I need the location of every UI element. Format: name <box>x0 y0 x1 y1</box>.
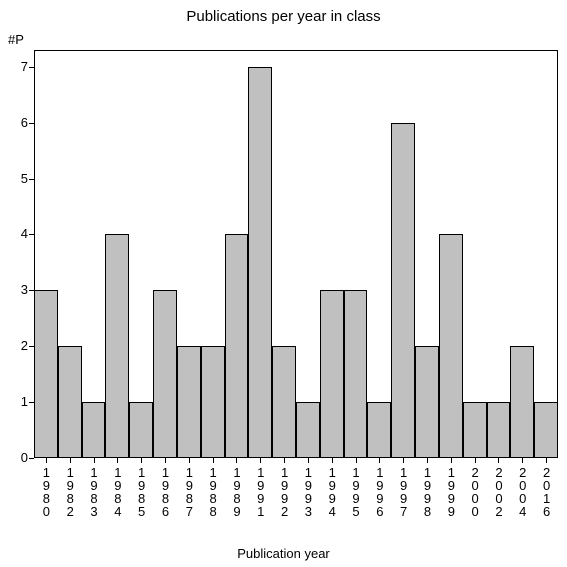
x-tick-mark <box>546 458 547 463</box>
x-tick-mark <box>498 458 499 463</box>
bar <box>367 402 391 458</box>
bar <box>487 402 511 458</box>
y-tick-label: 2 <box>4 338 28 353</box>
x-tick-label: 1999 <box>445 466 458 518</box>
bar <box>58 346 82 458</box>
bar <box>296 402 320 458</box>
y-tick-mark <box>29 290 34 291</box>
y-tick-mark <box>29 402 34 403</box>
x-tick-label: 1986 <box>159 466 172 518</box>
bar <box>129 402 153 458</box>
x-tick-label: 1998 <box>421 466 434 518</box>
y-tick-label: 0 <box>4 450 28 465</box>
x-tick-label: 1996 <box>373 466 386 518</box>
y-tick-mark <box>29 234 34 235</box>
y-tick-mark <box>29 67 34 68</box>
x-tick-label: 1982 <box>64 466 77 518</box>
x-tick-label: 2000 <box>469 466 482 518</box>
x-tick-mark <box>141 458 142 463</box>
x-tick-mark <box>356 458 357 463</box>
bar <box>463 402 487 458</box>
bar <box>272 346 296 458</box>
x-tick-label: 1984 <box>111 466 124 518</box>
chart-container: Publications per year in class #P Public… <box>0 0 567 567</box>
x-tick-label: 2016 <box>540 466 553 518</box>
bar <box>534 402 558 458</box>
y-axis-label: #P <box>8 32 24 47</box>
x-tick-label: 1980 <box>40 466 53 518</box>
x-tick-mark <box>427 458 428 463</box>
bar <box>201 346 225 458</box>
x-tick-mark <box>451 458 452 463</box>
x-tick-label: 1997 <box>397 466 410 518</box>
y-tick-mark <box>29 179 34 180</box>
x-tick-label: 1992 <box>278 466 291 518</box>
bar <box>225 234 249 458</box>
bar <box>391 123 415 458</box>
x-tick-mark <box>46 458 47 463</box>
x-axis-label: Publication year <box>0 546 567 561</box>
y-tick-label: 4 <box>4 226 28 241</box>
x-tick-label: 1993 <box>302 466 315 518</box>
y-tick-label: 1 <box>4 394 28 409</box>
plot-area <box>34 50 558 458</box>
x-tick-label: 1994 <box>326 466 339 518</box>
bar <box>439 234 463 458</box>
x-tick-mark <box>260 458 261 463</box>
x-tick-label: 1988 <box>207 466 220 518</box>
x-tick-mark <box>522 458 523 463</box>
x-tick-label: 1989 <box>230 466 243 518</box>
x-tick-mark <box>165 458 166 463</box>
x-tick-mark <box>284 458 285 463</box>
x-tick-mark <box>117 458 118 463</box>
bar <box>344 290 368 458</box>
y-tick-label: 7 <box>4 59 28 74</box>
bar <box>34 290 58 458</box>
x-tick-mark <box>475 458 476 463</box>
y-tick-label: 3 <box>4 282 28 297</box>
bar <box>105 234 129 458</box>
y-tick-mark <box>29 346 34 347</box>
x-tick-label: 1995 <box>350 466 363 518</box>
bar <box>177 346 201 458</box>
y-tick-label: 6 <box>4 115 28 130</box>
x-tick-label: 2002 <box>492 466 505 518</box>
x-tick-mark <box>308 458 309 463</box>
x-tick-mark <box>403 458 404 463</box>
x-tick-mark <box>332 458 333 463</box>
chart-title: Publications per year in class <box>0 8 567 25</box>
bar <box>82 402 106 458</box>
bar <box>320 290 344 458</box>
x-tick-mark <box>189 458 190 463</box>
y-tick-mark <box>29 458 34 459</box>
x-tick-label: 1991 <box>254 466 267 518</box>
bar <box>153 290 177 458</box>
x-tick-mark <box>236 458 237 463</box>
x-tick-label: 1987 <box>183 466 196 518</box>
bar <box>415 346 439 458</box>
bar <box>510 346 534 458</box>
x-tick-mark <box>94 458 95 463</box>
x-tick-label: 2004 <box>516 466 529 518</box>
bar <box>248 67 272 458</box>
x-tick-mark <box>213 458 214 463</box>
x-tick-mark <box>70 458 71 463</box>
x-tick-label: 1983 <box>88 466 101 518</box>
y-tick-label: 5 <box>4 171 28 186</box>
x-tick-label: 1985 <box>135 466 148 518</box>
x-tick-mark <box>379 458 380 463</box>
y-tick-mark <box>29 123 34 124</box>
